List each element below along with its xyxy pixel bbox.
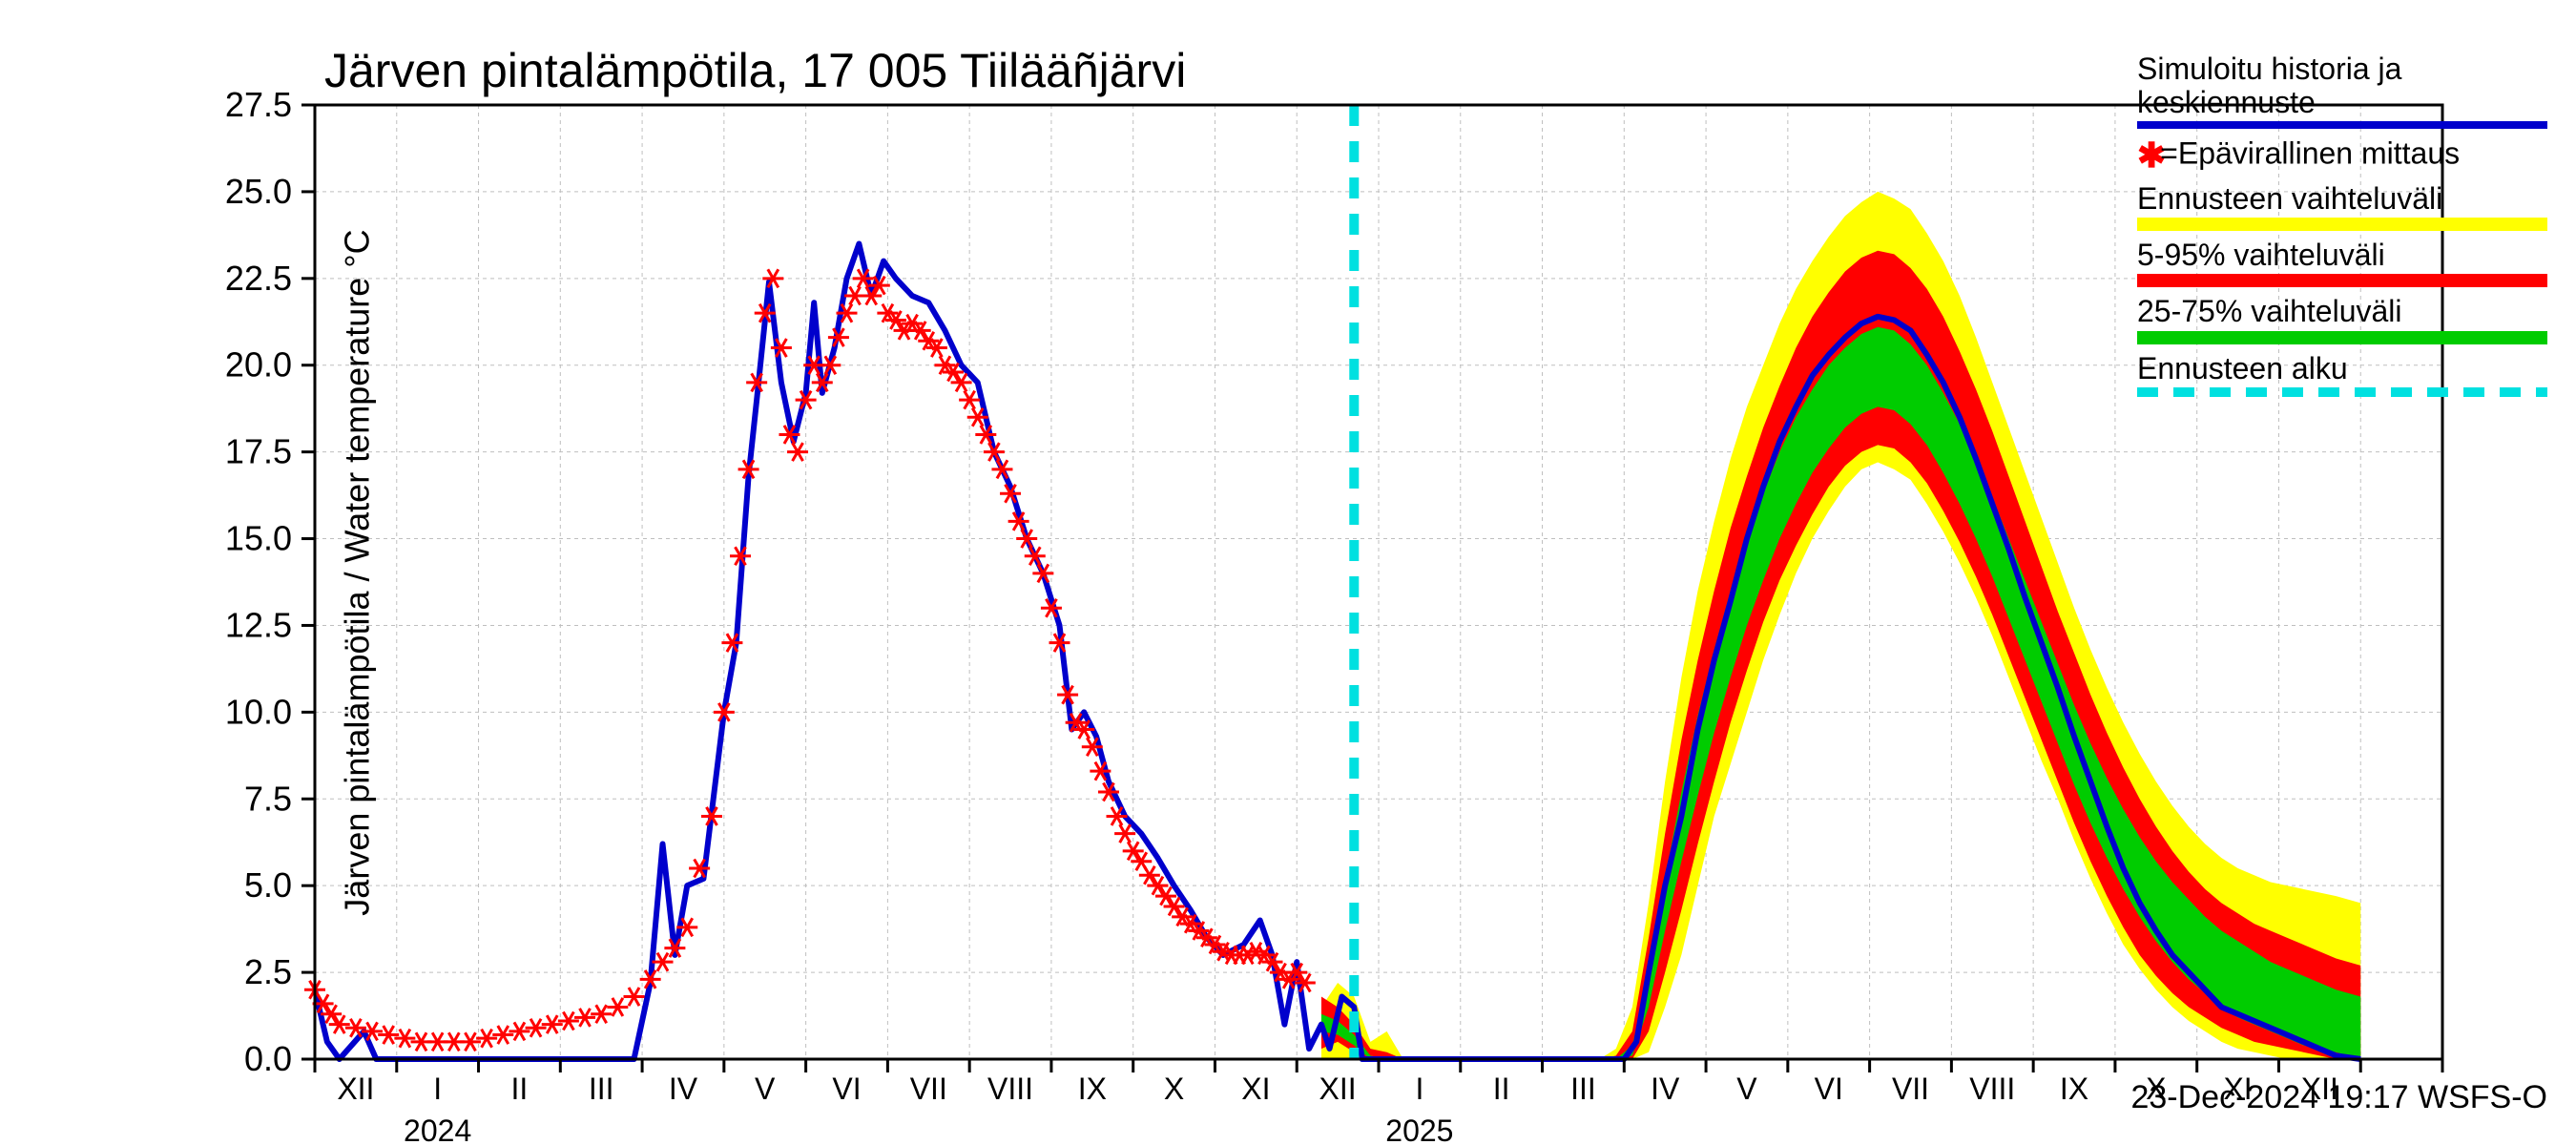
svg-text:II: II bbox=[511, 1072, 529, 1106]
svg-text:I: I bbox=[1415, 1072, 1423, 1106]
svg-text:VIII: VIII bbox=[987, 1072, 1033, 1106]
svg-text:VI: VI bbox=[1815, 1072, 1843, 1106]
svg-text:XI: XI bbox=[1241, 1072, 1270, 1106]
legend-sim: Simuloitu historia ja keskiennuste bbox=[2137, 52, 2547, 129]
svg-text:12.5: 12.5 bbox=[225, 605, 292, 644]
svg-text:5.0: 5.0 bbox=[244, 865, 292, 905]
svg-text:25.0: 25.0 bbox=[225, 172, 292, 211]
legend-swatch-red bbox=[2137, 274, 2547, 287]
svg-text:VII: VII bbox=[1892, 1072, 1929, 1106]
svg-text:2024: 2024 bbox=[404, 1114, 471, 1145]
svg-text:22.5: 22.5 bbox=[225, 259, 292, 298]
svg-text:III: III bbox=[589, 1072, 614, 1106]
legend-forecast-start: Ennusteen alku bbox=[2137, 352, 2547, 397]
legend-range-5-95-label: 5-95% vaihteluväli bbox=[2137, 238, 2385, 272]
legend-swatch-yellow bbox=[2137, 218, 2547, 231]
legend-forecast-start-label: Ennusteen alku bbox=[2137, 351, 2348, 385]
svg-text:20.0: 20.0 bbox=[225, 345, 292, 385]
svg-text:IV: IV bbox=[669, 1072, 698, 1106]
svg-text:VII: VII bbox=[910, 1072, 947, 1106]
svg-text:X: X bbox=[1164, 1072, 1184, 1106]
chart-title: Järven pintalämpötila, 17 005 Tiilääñjär… bbox=[324, 43, 1186, 98]
svg-text:XII: XII bbox=[337, 1072, 374, 1106]
legend-range-full-label: Ennusteen vaihteluväli bbox=[2137, 181, 2442, 216]
svg-text:2025: 2025 bbox=[1385, 1114, 1453, 1145]
timestamp-footer: 23-Dec-2024 19:17 WSFS-O bbox=[2130, 1079, 2547, 1116]
svg-text:17.5: 17.5 bbox=[225, 432, 292, 471]
chart-container: Järven pintalämpötila / Water temperatur… bbox=[0, 0, 2576, 1145]
svg-text:VIII: VIII bbox=[1969, 1072, 2015, 1106]
svg-text:I: I bbox=[433, 1072, 442, 1106]
svg-text:IX: IX bbox=[1078, 1072, 1107, 1106]
legend: Simuloitu historia ja keskiennuste ✱=Epä… bbox=[2137, 52, 2547, 405]
svg-text:XII: XII bbox=[1319, 1072, 1357, 1106]
legend-swatch-blue bbox=[2137, 121, 2547, 129]
svg-text:VI: VI bbox=[832, 1072, 861, 1106]
svg-text:IV: IV bbox=[1651, 1072, 1680, 1106]
svg-text:V: V bbox=[1736, 1072, 1757, 1106]
legend-range-25-75: 25-75% vaihteluväli bbox=[2137, 295, 2547, 344]
legend-meas-label: =Epävirallinen mittaus bbox=[2160, 136, 2460, 171]
legend-range-5-95: 5-95% vaihteluväli bbox=[2137, 239, 2547, 287]
svg-text:IX: IX bbox=[2060, 1072, 2088, 1106]
legend-range-25-75-label: 25-75% vaihteluväli bbox=[2137, 294, 2402, 328]
svg-text:27.5: 27.5 bbox=[225, 85, 292, 124]
y-axis-label: Järven pintalämpötila / Water temperatur… bbox=[338, 229, 378, 915]
asterisk-icon: ✱ bbox=[2137, 135, 2160, 175]
legend-range-full: Ennusteen vaihteluväli bbox=[2137, 182, 2547, 231]
svg-text:0.0: 0.0 bbox=[244, 1039, 292, 1078]
svg-text:II: II bbox=[1493, 1072, 1510, 1106]
legend-swatch-green bbox=[2137, 331, 2547, 344]
svg-text:III: III bbox=[1570, 1072, 1596, 1106]
svg-text:10.0: 10.0 bbox=[225, 692, 292, 731]
svg-text:15.0: 15.0 bbox=[225, 519, 292, 558]
legend-sim-label: Simuloitu historia ja keskiennuste bbox=[2137, 52, 2401, 119]
legend-swatch-cyan bbox=[2137, 387, 2547, 397]
svg-text:V: V bbox=[755, 1072, 776, 1106]
legend-meas: ✱=Epävirallinen mittaus bbox=[2137, 136, 2547, 175]
svg-text:7.5: 7.5 bbox=[244, 779, 292, 818]
svg-text:2.5: 2.5 bbox=[244, 952, 292, 991]
